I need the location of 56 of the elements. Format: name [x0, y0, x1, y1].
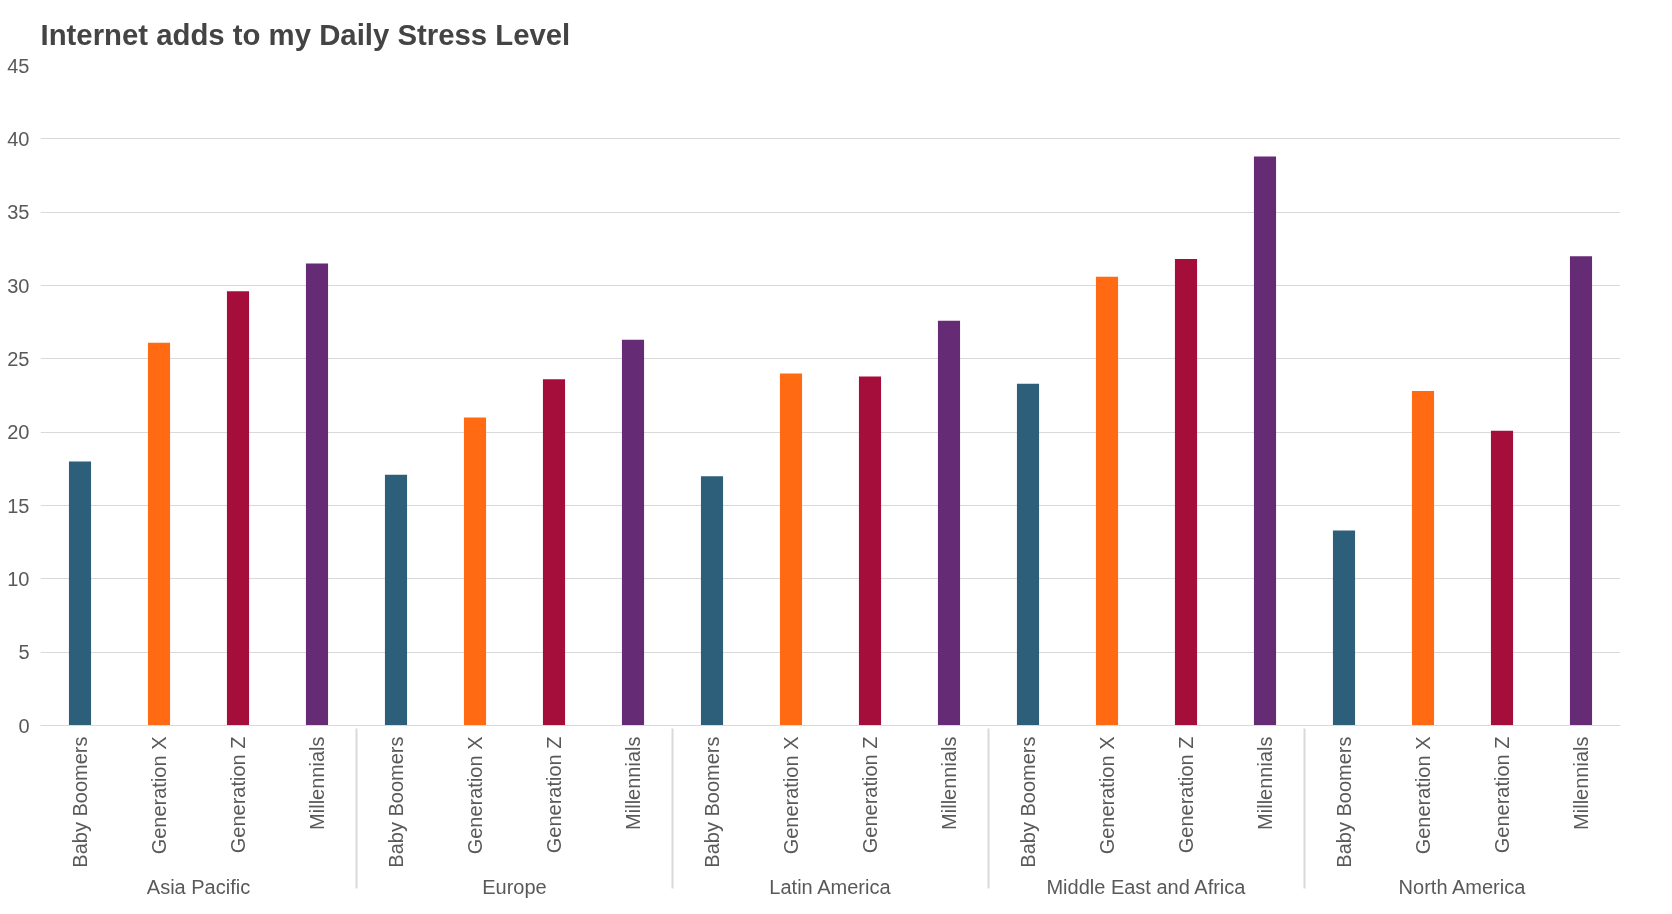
text: Generation Z	[227, 736, 249, 854]
bar	[937, 320, 961, 726]
chart-title: Internet adds to my Daily Stress Level	[40, 17, 571, 51]
bar	[1332, 530, 1356, 726]
bar	[1569, 256, 1593, 726]
bar	[226, 291, 250, 726]
bar	[305, 263, 329, 726]
text: Millennials	[1570, 736, 1592, 830]
text: Millennials	[306, 736, 328, 830]
text: Baby Boomers	[69, 736, 91, 868]
y-tick-label: 15	[7, 494, 30, 517]
bar	[700, 476, 724, 726]
text: Baby Boomers	[1333, 736, 1355, 868]
x-tick-label: Asia Pacific	[146, 875, 251, 898]
text: Generation X	[1412, 736, 1434, 855]
bar	[384, 474, 408, 726]
text: Baby Boomers	[1017, 736, 1039, 868]
y-tick-label: 45	[7, 54, 30, 77]
text: Generation Z	[859, 736, 881, 854]
bar	[463, 417, 487, 726]
text: Generation X	[1096, 736, 1118, 855]
text: Millennials	[622, 736, 644, 830]
text: Millennials	[938, 736, 960, 830]
bar	[858, 376, 882, 726]
bar	[779, 373, 803, 726]
bar	[68, 461, 92, 726]
text: Generation X	[148, 736, 170, 855]
bar	[147, 342, 171, 726]
bar	[1174, 259, 1198, 726]
text: Millennials	[1254, 736, 1276, 830]
y-tick-label: 0	[18, 714, 30, 737]
text: Generation Z	[543, 736, 565, 854]
x-tick-label: Middle East and Africa	[1046, 875, 1247, 898]
bar	[1253, 156, 1277, 726]
text: Generation X	[464, 736, 486, 855]
y-tick-label: 20	[7, 421, 30, 444]
bar	[1095, 276, 1119, 726]
bar	[542, 379, 566, 726]
bar	[1016, 383, 1040, 726]
text: Baby Boomers	[385, 736, 407, 868]
y-tick-label: 5	[18, 641, 30, 664]
bar	[1490, 430, 1514, 726]
text: Generation X	[780, 736, 802, 855]
y-tick-label: 30	[7, 274, 30, 297]
text: Generation Z	[1491, 736, 1513, 854]
y-tick-label: 35	[7, 201, 30, 224]
y-tick-label: 25	[7, 347, 30, 370]
x-tick-label: Latin America	[769, 875, 892, 898]
y-tick-label: 10	[7, 567, 30, 590]
bar	[621, 339, 645, 726]
y-tick-label: 40	[7, 127, 30, 150]
x-tick-label: North America	[1398, 875, 1527, 898]
text: Baby Boomers	[701, 736, 723, 868]
text: Generation Z	[1175, 736, 1197, 854]
x-tick-label: Europe	[482, 875, 547, 898]
bar	[1411, 391, 1435, 726]
